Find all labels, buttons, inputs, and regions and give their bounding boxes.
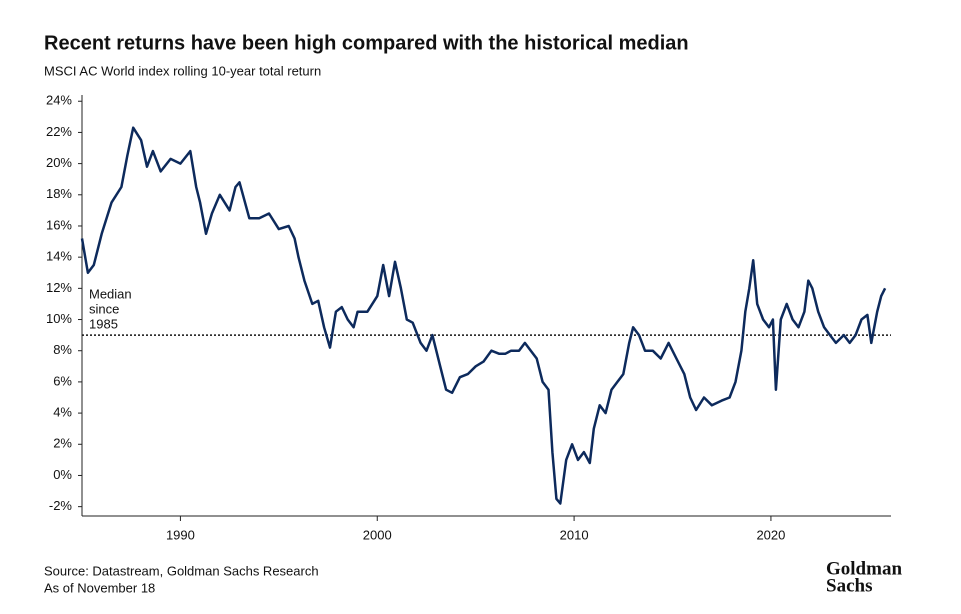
y-tick-label: 16%	[46, 217, 72, 232]
y-tick-label: 18%	[46, 186, 72, 201]
series-line	[80, 126, 887, 505]
x-tick-label: 1990	[166, 527, 195, 542]
y-tick-label: 8%	[53, 342, 72, 357]
y-tick-label: 20%	[46, 155, 72, 170]
x-tick-label: 2010	[560, 527, 589, 542]
y-tick-label: 2%	[53, 436, 72, 451]
logo: Goldman	[826, 558, 902, 579]
chart-title: Recent returns have been high compared w…	[44, 32, 689, 54]
annotation: since	[89, 302, 119, 317]
y-tick-label: 12%	[46, 280, 72, 295]
chart-subtitle: MSCI AC World index rolling 10-year tota…	[44, 63, 321, 78]
annotation: 1985	[89, 317, 118, 332]
y-tick-label: 0%	[53, 467, 72, 482]
y-tick-label: -2%	[49, 498, 73, 513]
date-note: As of November 18	[44, 580, 155, 595]
x-tick-label: 2020	[756, 527, 785, 542]
y-tick-label: 14%	[46, 249, 72, 264]
logo: Sachs	[826, 575, 872, 596]
y-tick-label: 4%	[53, 405, 72, 420]
x-tick-label: 2000	[363, 527, 392, 542]
annotation: Median	[89, 287, 132, 302]
y-tick-label: 6%	[53, 373, 72, 388]
y-tick-label: 22%	[46, 124, 72, 139]
source: Source: Datastream, Goldman Sachs Resear…	[44, 563, 319, 578]
y-tick-label: 10%	[46, 311, 72, 326]
y-tick-label: 24%	[46, 93, 72, 108]
